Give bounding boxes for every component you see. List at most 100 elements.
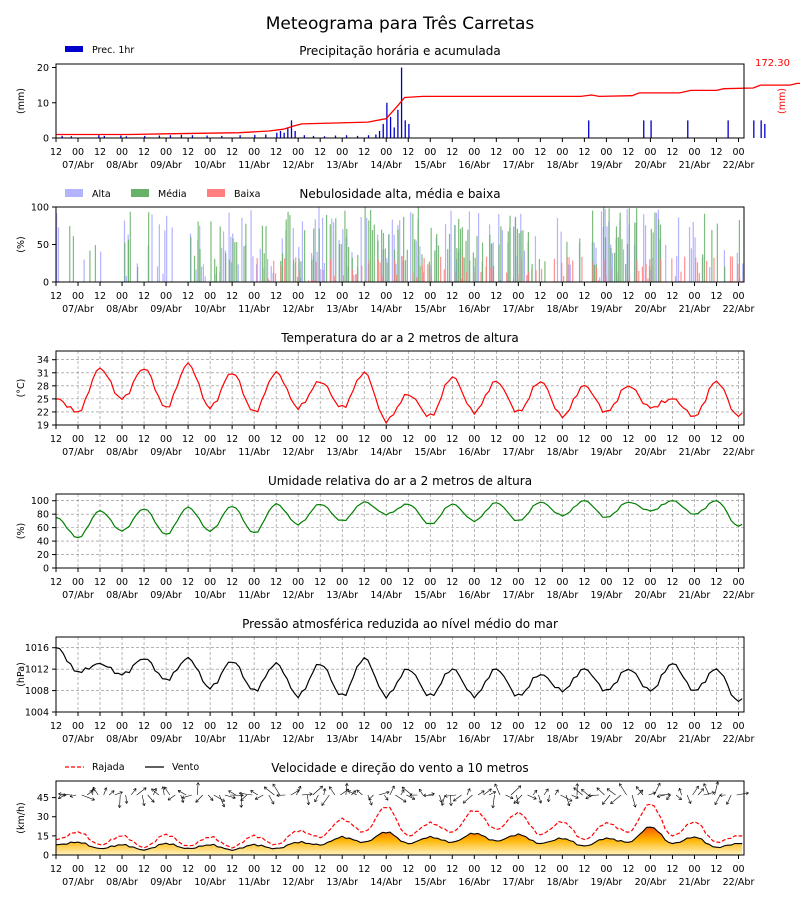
wind-arrow-head	[181, 795, 185, 799]
wind-direction-arrow	[119, 794, 121, 808]
x-hour-label: 12	[270, 721, 282, 732]
cloud-bar-mid	[509, 215, 511, 282]
cloud-bar-high	[692, 222, 694, 282]
x-hour-label: 00	[380, 577, 392, 588]
precip-bar	[408, 123, 410, 138]
cloud-bar-mid	[403, 216, 405, 282]
x-hour-label: 00	[116, 864, 128, 875]
cloud-bar-mid	[711, 229, 713, 282]
wind-arrow-head	[585, 795, 589, 800]
x-hour-label: 12	[534, 577, 546, 588]
cloud-bar-mid	[593, 264, 596, 282]
y-tick-label: 50	[37, 240, 49, 251]
cloud-bar-low	[649, 259, 651, 282]
wind-arrow-head	[124, 800, 129, 804]
cloud-bar-mid	[652, 232, 654, 282]
cloud-bar-low	[627, 279, 629, 282]
x-date-label: 08/Abr	[106, 160, 138, 171]
x-hour-label: 00	[732, 147, 744, 158]
legend-swatch-cloud	[65, 189, 83, 197]
x-date-label: 13/Abr	[326, 160, 358, 171]
cloud-bar-mid	[346, 228, 348, 282]
precip-bar	[588, 120, 590, 138]
x-date-label: 14/Abr	[370, 304, 402, 315]
precip-bar	[103, 135, 106, 138]
cloud-bar-high	[230, 236, 232, 282]
cloud-bar-high	[556, 218, 559, 282]
wind-direction-arrow	[312, 785, 323, 796]
cloud-bar-low	[412, 272, 414, 282]
cloud-bar-high	[360, 216, 362, 282]
x-date-label: 21/Abr	[679, 304, 711, 315]
cloud-bar-low	[737, 263, 739, 282]
x-hour-label: 00	[116, 577, 128, 588]
wind-arrow-head	[715, 781, 720, 785]
cloud-bar-high	[250, 210, 252, 282]
wind-arrow-head	[180, 799, 185, 803]
wind-direction-arrow	[147, 794, 155, 803]
x-hour-label: 12	[138, 721, 150, 732]
cloud-bar-mid	[520, 230, 522, 282]
y-axis-label-cloud: (%)	[16, 236, 27, 252]
x-hour-label: 00	[72, 434, 84, 445]
cloud-bar-high	[322, 217, 324, 282]
cloud-bar-low	[641, 266, 644, 282]
wind-direction-arrow	[177, 790, 187, 796]
x-hour-label: 00	[644, 577, 656, 588]
y-tick-label: 1016	[25, 643, 49, 654]
cloud-bar-mid	[373, 224, 375, 282]
x-hour-label: 00	[336, 721, 348, 732]
wind-direction-arrow	[109, 790, 115, 796]
precip-bar	[303, 135, 305, 138]
wind-arrow-head	[271, 801, 275, 805]
wind-direction-arrow	[428, 793, 435, 796]
x-hour-label: 00	[732, 577, 744, 588]
wind-arrow-head	[352, 790, 357, 794]
x-date-label: 18/Abr	[547, 734, 579, 745]
x-hour-label: 00	[72, 577, 84, 588]
wind-direction-arrow	[488, 791, 496, 796]
x-date-label: 15/Abr	[414, 590, 446, 601]
x-hour-label: 12	[270, 291, 282, 302]
x-hour-label: 12	[50, 577, 62, 588]
x-hour-label: 00	[644, 721, 656, 732]
wind-arrow-head	[546, 798, 551, 803]
cloud-bar-mid	[437, 245, 440, 282]
cloud-bar-mid	[650, 228, 652, 282]
wind-arrow-head	[695, 785, 699, 790]
cloud-bar-mid	[463, 257, 465, 282]
cloud-bar-mid	[263, 253, 265, 282]
wind-arrow-head	[449, 802, 453, 806]
x-date-label: 07/Abr	[62, 590, 94, 601]
cloud-bar-low	[647, 278, 649, 282]
wind-arrow-head	[221, 803, 226, 808]
wind-arrow-head	[250, 790, 254, 794]
wind-arrow-head	[423, 793, 427, 798]
x-date-label: 07/Abr	[62, 447, 94, 458]
y-tick-label: 100	[31, 203, 49, 214]
x-date-label: 21/Abr	[679, 447, 711, 458]
humidity-line	[55, 499, 743, 539]
legend-swatch-precip	[65, 46, 83, 52]
cloud-bar-high	[292, 228, 294, 282]
x-date-label: 20/Abr	[635, 590, 667, 601]
cloud-bar-mid	[476, 236, 478, 282]
wind-direction-arrow	[125, 794, 128, 804]
cloud-bar-high	[222, 231, 225, 282]
x-hour-label: 00	[688, 577, 700, 588]
cloud-bar-mid	[311, 259, 313, 282]
x-date-label: 17/Abr	[502, 160, 534, 171]
x-date-label: 17/Abr	[502, 590, 534, 601]
cloud-bar-low	[485, 256, 488, 282]
x-hour-label: 12	[358, 434, 370, 445]
x-hour-label: 00	[424, 577, 436, 588]
x-date-label: 10/Abr	[194, 877, 226, 888]
cloud-bar-mid	[384, 248, 386, 282]
wind-direction-arrow	[418, 788, 424, 796]
x-hour-label: 12	[94, 147, 106, 158]
x-date-label: 10/Abr	[194, 447, 226, 458]
cloud-bar-mid	[702, 254, 704, 282]
x-hour-label: 00	[72, 864, 84, 875]
wind-direction-arrow	[637, 789, 644, 796]
cloud-bar-high	[268, 280, 271, 282]
